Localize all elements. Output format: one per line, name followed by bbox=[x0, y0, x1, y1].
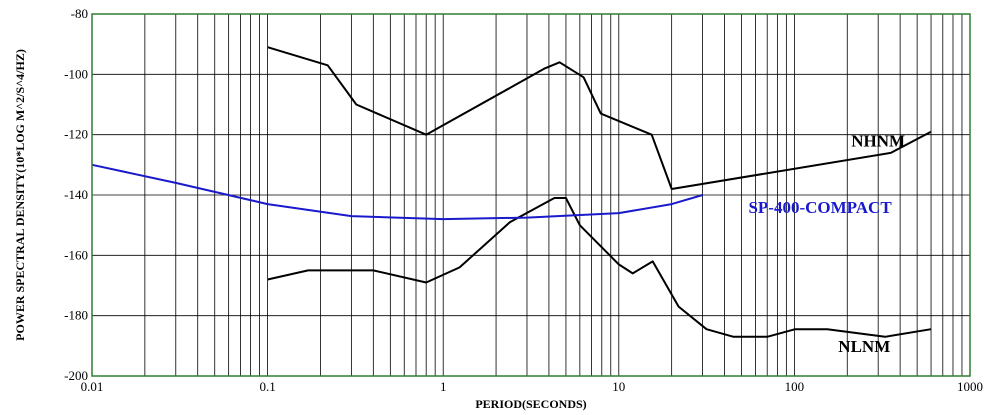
y-axis-title: POWER SPECTRAL DENSITY(10*LOG M^2/S^4/HZ… bbox=[13, 49, 27, 341]
y-tick-label: -140 bbox=[64, 187, 88, 202]
y-tick-label: -80 bbox=[71, 6, 88, 21]
series-line-sp-400-compact bbox=[91, 163, 703, 221]
grid-lines bbox=[91, 13, 971, 377]
x-tick-label: 10 bbox=[612, 379, 625, 394]
series-line-nlnm bbox=[267, 197, 932, 338]
x-tick-label: 1000 bbox=[957, 379, 983, 394]
y-tick-label: -200 bbox=[64, 368, 88, 383]
x-tick-label: 0.1 bbox=[259, 379, 275, 394]
y-tick-label: -120 bbox=[64, 127, 88, 142]
y-tick-label: -180 bbox=[64, 308, 88, 323]
plot-frame bbox=[91, 13, 971, 377]
series-lines bbox=[91, 46, 932, 338]
series-label-nlnm: NLNM bbox=[838, 337, 890, 356]
x-tick-label: 100 bbox=[785, 379, 805, 394]
series-label-sp-400-compact: SP-400-COMPACT bbox=[748, 198, 892, 217]
x-tick-label: 1 bbox=[440, 379, 447, 394]
y-tick-label: -100 bbox=[64, 66, 88, 81]
x-axis-title: PERIOD(SECONDS) bbox=[475, 397, 586, 411]
series-line-nhnm bbox=[267, 46, 932, 190]
tick-labels: 0.01 0.1 1 10 100 1000 -80 -100 -120 -140 -160 -180… bbox=[64, 6, 983, 394]
series-labels: NHNM NLNM SP-400-COMPACT bbox=[748, 132, 905, 356]
series-label-nhnm: NHNM bbox=[851, 132, 905, 151]
y-tick-label: -160 bbox=[64, 247, 88, 262]
x-tick-label: 0.01 bbox=[81, 379, 104, 394]
